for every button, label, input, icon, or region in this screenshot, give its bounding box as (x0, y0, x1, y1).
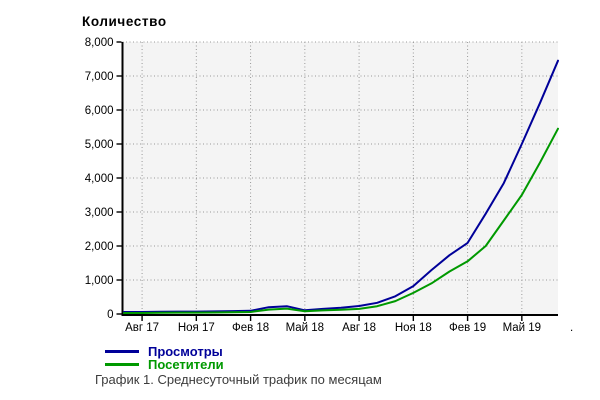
y-tick-label: 8,000 (85, 37, 114, 49)
chart-title: Количество (82, 14, 167, 29)
y-tick-label: 3,000 (85, 207, 114, 219)
plot-area: 0 1,000 2,000 3,000 4,000 5,000 6,000 7,000 8,00… (85, 37, 573, 334)
legend-label-views: Просмотры (148, 344, 223, 359)
x-tick-label: Авг 18 (342, 322, 376, 334)
legend: Просмотры Посетители (105, 345, 224, 371)
visitors-series-line (123, 127, 559, 314)
x-tick-label: Май 19 (503, 322, 542, 334)
y-tick-label: 2,000 (85, 241, 114, 253)
y-tick-label: 6,000 (85, 105, 114, 117)
legend-label-visitors: Посетители (148, 357, 224, 372)
visitors-line-swatch (105, 363, 139, 366)
x-tick-label: Авг 17 (125, 322, 159, 334)
y-tick-label: 4,000 (85, 173, 114, 185)
legend-item-views: Просмотры (105, 345, 224, 358)
views-line-swatch (105, 350, 139, 353)
y-tick-label: 0 (107, 309, 113, 321)
y-tick-label: 7,000 (85, 71, 114, 83)
x-tick-label-partial: . (570, 322, 573, 334)
y-tick-label: 1,000 (85, 275, 114, 287)
x-tick-label: Фев 19 (449, 322, 486, 334)
x-tick-label: Ноя 18 (395, 322, 432, 334)
chart-caption: График 1. Среднесуточный трафик по месяц… (95, 372, 382, 387)
legend-item-visitors: Посетители (105, 358, 224, 371)
y-tick-label: 5,000 (85, 139, 114, 151)
x-tick-label: Ноя 17 (178, 322, 215, 334)
x-tick-label: Май 18 (286, 322, 325, 334)
x-tick-label: Фев 18 (232, 322, 269, 334)
